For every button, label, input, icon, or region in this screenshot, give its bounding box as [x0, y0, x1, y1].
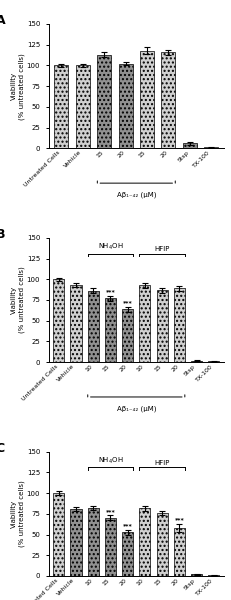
Bar: [139, 508, 150, 576]
Bar: [140, 50, 154, 148]
Bar: [53, 279, 64, 362]
Bar: [53, 493, 64, 576]
Bar: [208, 575, 219, 576]
Bar: [174, 289, 185, 362]
Text: ***: ***: [123, 300, 133, 305]
Bar: [161, 52, 175, 148]
Y-axis label: Viability
(% untreated cells): Viability (% untreated cells): [11, 53, 24, 119]
Bar: [157, 290, 168, 362]
Bar: [174, 528, 185, 576]
Bar: [122, 309, 133, 362]
Bar: [105, 298, 116, 362]
Text: ***: ***: [106, 289, 115, 294]
Y-axis label: Viability
(% untreated cells): Viability (% untreated cells): [11, 481, 24, 547]
Bar: [119, 64, 133, 148]
Text: Aβ₁₋₄₂ (μM): Aβ₁₋₄₂ (μM): [117, 192, 156, 199]
Bar: [70, 285, 82, 362]
Text: ***: ***: [174, 517, 184, 522]
Text: NH$_4$OH: NH$_4$OH: [98, 242, 123, 253]
Bar: [76, 65, 90, 148]
Y-axis label: Viability
(% untreated cells): Viability (% untreated cells): [11, 266, 24, 334]
Bar: [88, 291, 99, 362]
Bar: [88, 508, 99, 576]
Text: A: A: [0, 14, 6, 27]
Text: ***: ***: [123, 523, 133, 528]
Bar: [191, 361, 202, 362]
Bar: [139, 285, 150, 362]
Text: C: C: [0, 442, 5, 455]
Bar: [183, 143, 197, 148]
Text: HFIP: HFIP: [154, 460, 170, 466]
Text: HFIP: HFIP: [154, 247, 170, 253]
Bar: [70, 509, 82, 576]
Bar: [208, 361, 219, 362]
Bar: [97, 55, 111, 148]
Text: Aβ₁₋₄₂ (μM): Aβ₁₋₄₂ (μM): [117, 406, 156, 412]
Bar: [54, 65, 68, 148]
Bar: [105, 518, 116, 576]
Text: ***: ***: [106, 509, 115, 514]
Text: NH$_4$OH: NH$_4$OH: [98, 456, 123, 466]
Bar: [157, 513, 168, 576]
Bar: [122, 532, 133, 576]
Bar: [191, 574, 202, 576]
Text: B: B: [0, 228, 5, 241]
